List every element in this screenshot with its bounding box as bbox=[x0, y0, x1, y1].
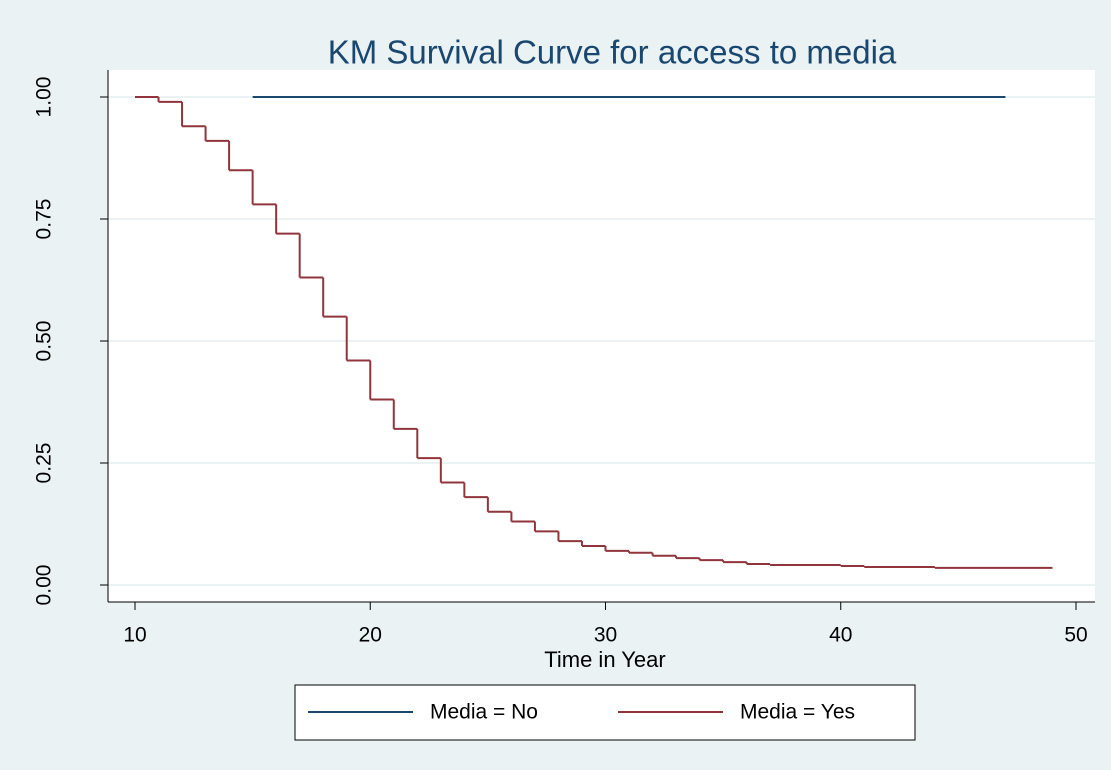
y-tick-label: 0.25 bbox=[33, 443, 56, 484]
legend-label: Media = Yes bbox=[740, 701, 855, 724]
chart-title: KM Survival Curve for access to media bbox=[328, 34, 897, 71]
plot-area bbox=[108, 70, 1095, 602]
x-tick-label: 10 bbox=[123, 624, 146, 647]
x-tick-label: 50 bbox=[1064, 624, 1087, 647]
x-tick-label: 20 bbox=[359, 624, 382, 647]
legend-label: Media = No bbox=[430, 701, 538, 724]
y-tick-label: 0.75 bbox=[33, 199, 56, 240]
x-tick-label: 30 bbox=[594, 624, 617, 647]
y-tick-label: 1.00 bbox=[33, 77, 56, 118]
x-tick-label: 40 bbox=[829, 624, 852, 647]
y-tick-label: 0.50 bbox=[33, 321, 56, 362]
x-axis-label: Time in Year bbox=[544, 647, 665, 672]
y-tick-label: 0.00 bbox=[33, 565, 56, 606]
